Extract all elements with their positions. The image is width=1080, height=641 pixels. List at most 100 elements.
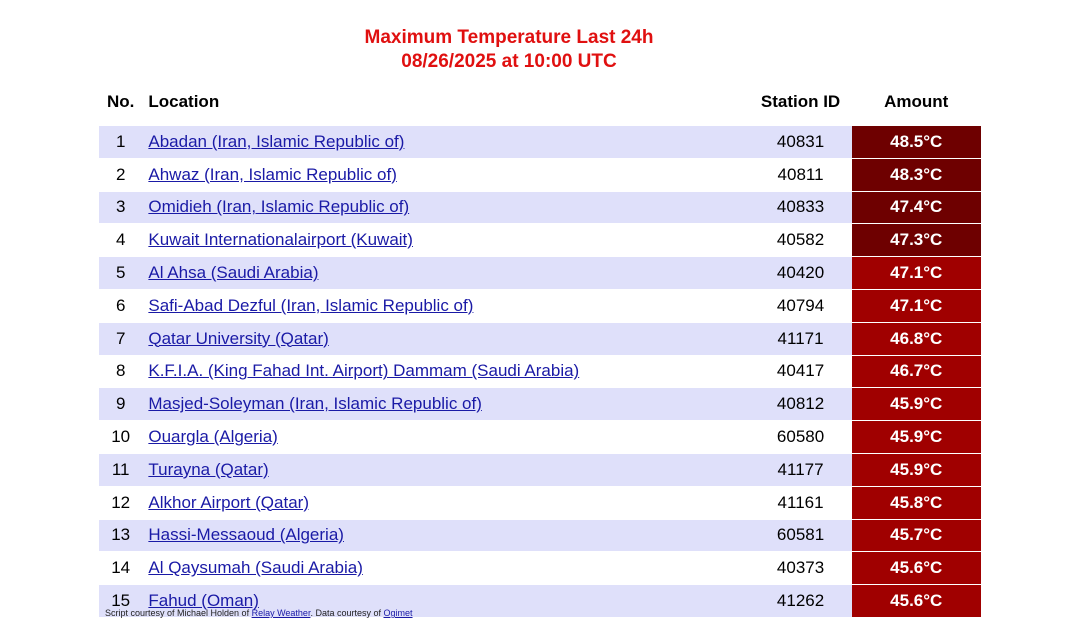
row-number: 12 [99, 486, 143, 520]
footer-text-2: . Data courtesy of [310, 608, 384, 618]
location-link[interactable]: Qatar University (Qatar) [148, 328, 329, 348]
station-id: 40417 [749, 355, 852, 389]
location-cell: Hassi-Messaoud (Algeria) [142, 519, 750, 553]
station-id: 40373 [749, 551, 852, 586]
location-link[interactable]: Al Qaysumah (Saudi Arabia) [148, 558, 363, 578]
station-id: 40582 [749, 223, 852, 258]
amount-cell: 48.5°C [851, 126, 981, 159]
location-link[interactable]: K.F.I.A. (King Fahad Int. Airport) Damma… [148, 361, 580, 381]
amount-cell: 47.4°C [851, 191, 981, 225]
location-link[interactable]: Omidieh (Iran, Islamic Republic of) [148, 197, 410, 217]
table-row: 12 Alkhor Airport (Qatar) 41161 45.8°C [99, 486, 981, 520]
row-number: 15 [99, 584, 143, 618]
relay-weather-link[interactable]: Relay Weather [251, 608, 311, 618]
amount-cell: 47.3°C [851, 223, 981, 258]
table-row: 4 Kuwait Internationalairport (Kuwait) 4… [99, 223, 981, 258]
title-line-1: Maximum Temperature Last 24h [364, 27, 654, 48]
footer-text: Script courtesy of Michael Holden of [105, 608, 252, 618]
station-id: 40420 [749, 256, 852, 290]
location-link[interactable]: Turayna (Qatar) [148, 459, 269, 479]
page-title: Maximum Temperature Last 24h 08/26/2025 … [0, 26, 1018, 74]
header-no: No. [106, 92, 135, 111]
location-cell: Ouargla (Algeria) [142, 420, 750, 454]
location-link[interactable]: Abadan (Iran, Islamic Republic of) [148, 131, 405, 151]
header-amount: Amount [884, 92, 949, 111]
row-number: 14 [99, 551, 143, 586]
location-link[interactable]: Ouargla (Algeria) [148, 427, 278, 447]
location-link[interactable]: Ahwaz (Iran, Islamic Republic of) [148, 164, 397, 184]
row-number: 6 [99, 289, 143, 323]
location-link[interactable]: Masjed-Soleyman (Iran, Islamic Republic … [148, 394, 482, 414]
table-row: 14 Al Qaysumah (Saudi Arabia) 40373 45.6… [99, 551, 981, 586]
table-row: 15 Fahud (Oman) 41262 45.6°C [99, 584, 981, 618]
amount-cell: 47.1°C [851, 256, 981, 290]
station-id: 40812 [749, 387, 852, 422]
table-row: 13 Hassi-Messaoud (Algeria) 60581 45.7°C [99, 519, 981, 553]
row-number: 10 [99, 420, 143, 454]
table-row: 7 Qatar University (Qatar) 41171 46.8°C [99, 322, 981, 356]
title-line-2: 08/26/2025 at 10:00 UTC [401, 51, 617, 72]
row-number: 5 [99, 256, 143, 290]
header-station: Station ID [760, 92, 841, 111]
row-number: 2 [99, 158, 143, 192]
location-link[interactable]: Kuwait Internationalairport (Kuwait) [148, 230, 413, 250]
row-number: 3 [99, 191, 143, 225]
row-number: 7 [99, 322, 143, 356]
amount-cell: 45.6°C [851, 551, 981, 586]
location-link[interactable]: Alkhor Airport (Qatar) [148, 492, 309, 512]
location-cell: Masjed-Soleyman (Iran, Islamic Republic … [142, 387, 750, 422]
amount-cell: 45.9°C [851, 453, 981, 487]
amount-cell: 45.9°C [851, 420, 981, 454]
station-id: 41161 [749, 486, 852, 520]
table-row: 9 Masjed-Soleyman (Iran, Islamic Republi… [99, 387, 981, 422]
location-cell: Qatar University (Qatar) [142, 322, 750, 356]
location-link[interactable]: Al Ahsa (Saudi Arabia) [148, 263, 319, 283]
amount-cell: 45.8°C [851, 486, 981, 520]
station-id: 41262 [749, 584, 852, 618]
footer: Script courtesy of Michael Holden of Rel… [105, 608, 413, 618]
station-id: 40833 [749, 191, 852, 225]
header-location: Location [148, 92, 220, 111]
location-cell: Safi-Abad Dezful (Iran, Islamic Republic… [142, 289, 750, 323]
table-row: 3 Omidieh (Iran, Islamic Republic of) 40… [99, 191, 981, 225]
amount-cell: 45.7°C [851, 519, 981, 553]
location-cell: Al Qaysumah (Saudi Arabia) [142, 551, 750, 586]
location-link[interactable]: Safi-Abad Dezful (Iran, Islamic Republic… [148, 295, 474, 315]
amount-cell: 45.9°C [851, 387, 981, 422]
station-id: 60581 [749, 519, 852, 553]
location-cell: Fahud (Oman) [142, 584, 750, 618]
row-number: 9 [99, 387, 143, 422]
station-id: 60580 [749, 420, 852, 454]
station-id: 40794 [749, 289, 852, 323]
row-number: 8 [99, 355, 143, 389]
location-cell: Kuwait Internationalairport (Kuwait) [142, 223, 750, 258]
location-cell: Turayna (Qatar) [142, 453, 750, 487]
location-link[interactable]: Hassi-Messaoud (Algeria) [148, 525, 344, 545]
table-row: 11 Turayna (Qatar) 41177 45.9°C [99, 453, 981, 487]
row-number: 11 [99, 453, 143, 487]
location-cell: Omidieh (Iran, Islamic Republic of) [142, 191, 750, 225]
ogimet-link[interactable]: Ogimet [383, 608, 413, 618]
station-id: 41171 [749, 322, 852, 356]
station-id: 40831 [749, 126, 852, 159]
table-row: 8 K.F.I.A. (King Fahad Int. Airport) Dam… [99, 355, 981, 389]
location-cell: Abadan (Iran, Islamic Republic of) [142, 126, 750, 159]
location-cell: Alkhor Airport (Qatar) [142, 486, 750, 520]
table-row: 6 Safi-Abad Dezful (Iran, Islamic Republ… [99, 289, 981, 323]
amount-cell: 46.8°C [851, 322, 981, 356]
table-row: 5 Al Ahsa (Saudi Arabia) 40420 47.1°C [99, 256, 981, 290]
amount-cell: 47.1°C [851, 289, 981, 323]
location-link[interactable]: Fahud (Oman) [148, 591, 259, 611]
row-number: 13 [99, 519, 143, 553]
location-cell: Al Ahsa (Saudi Arabia) [142, 256, 750, 290]
table-row: 10 Ouargla (Algeria) 60580 45.9°C [99, 420, 981, 454]
table-row: 2 Ahwaz (Iran, Islamic Republic of) 4081… [99, 158, 981, 192]
row-number: 1 [99, 126, 143, 159]
station-id: 41177 [749, 453, 852, 487]
table-row: 1 Abadan (Iran, Islamic Republic of) 408… [99, 126, 981, 159]
temperature-table: No. Location Station ID Amount 1 Abadan … [99, 78, 981, 618]
row-number: 4 [99, 223, 143, 258]
amount-cell: 48.3°C [851, 158, 981, 192]
location-cell: Ahwaz (Iran, Islamic Republic of) [142, 158, 750, 192]
amount-cell: 46.7°C [851, 355, 981, 389]
